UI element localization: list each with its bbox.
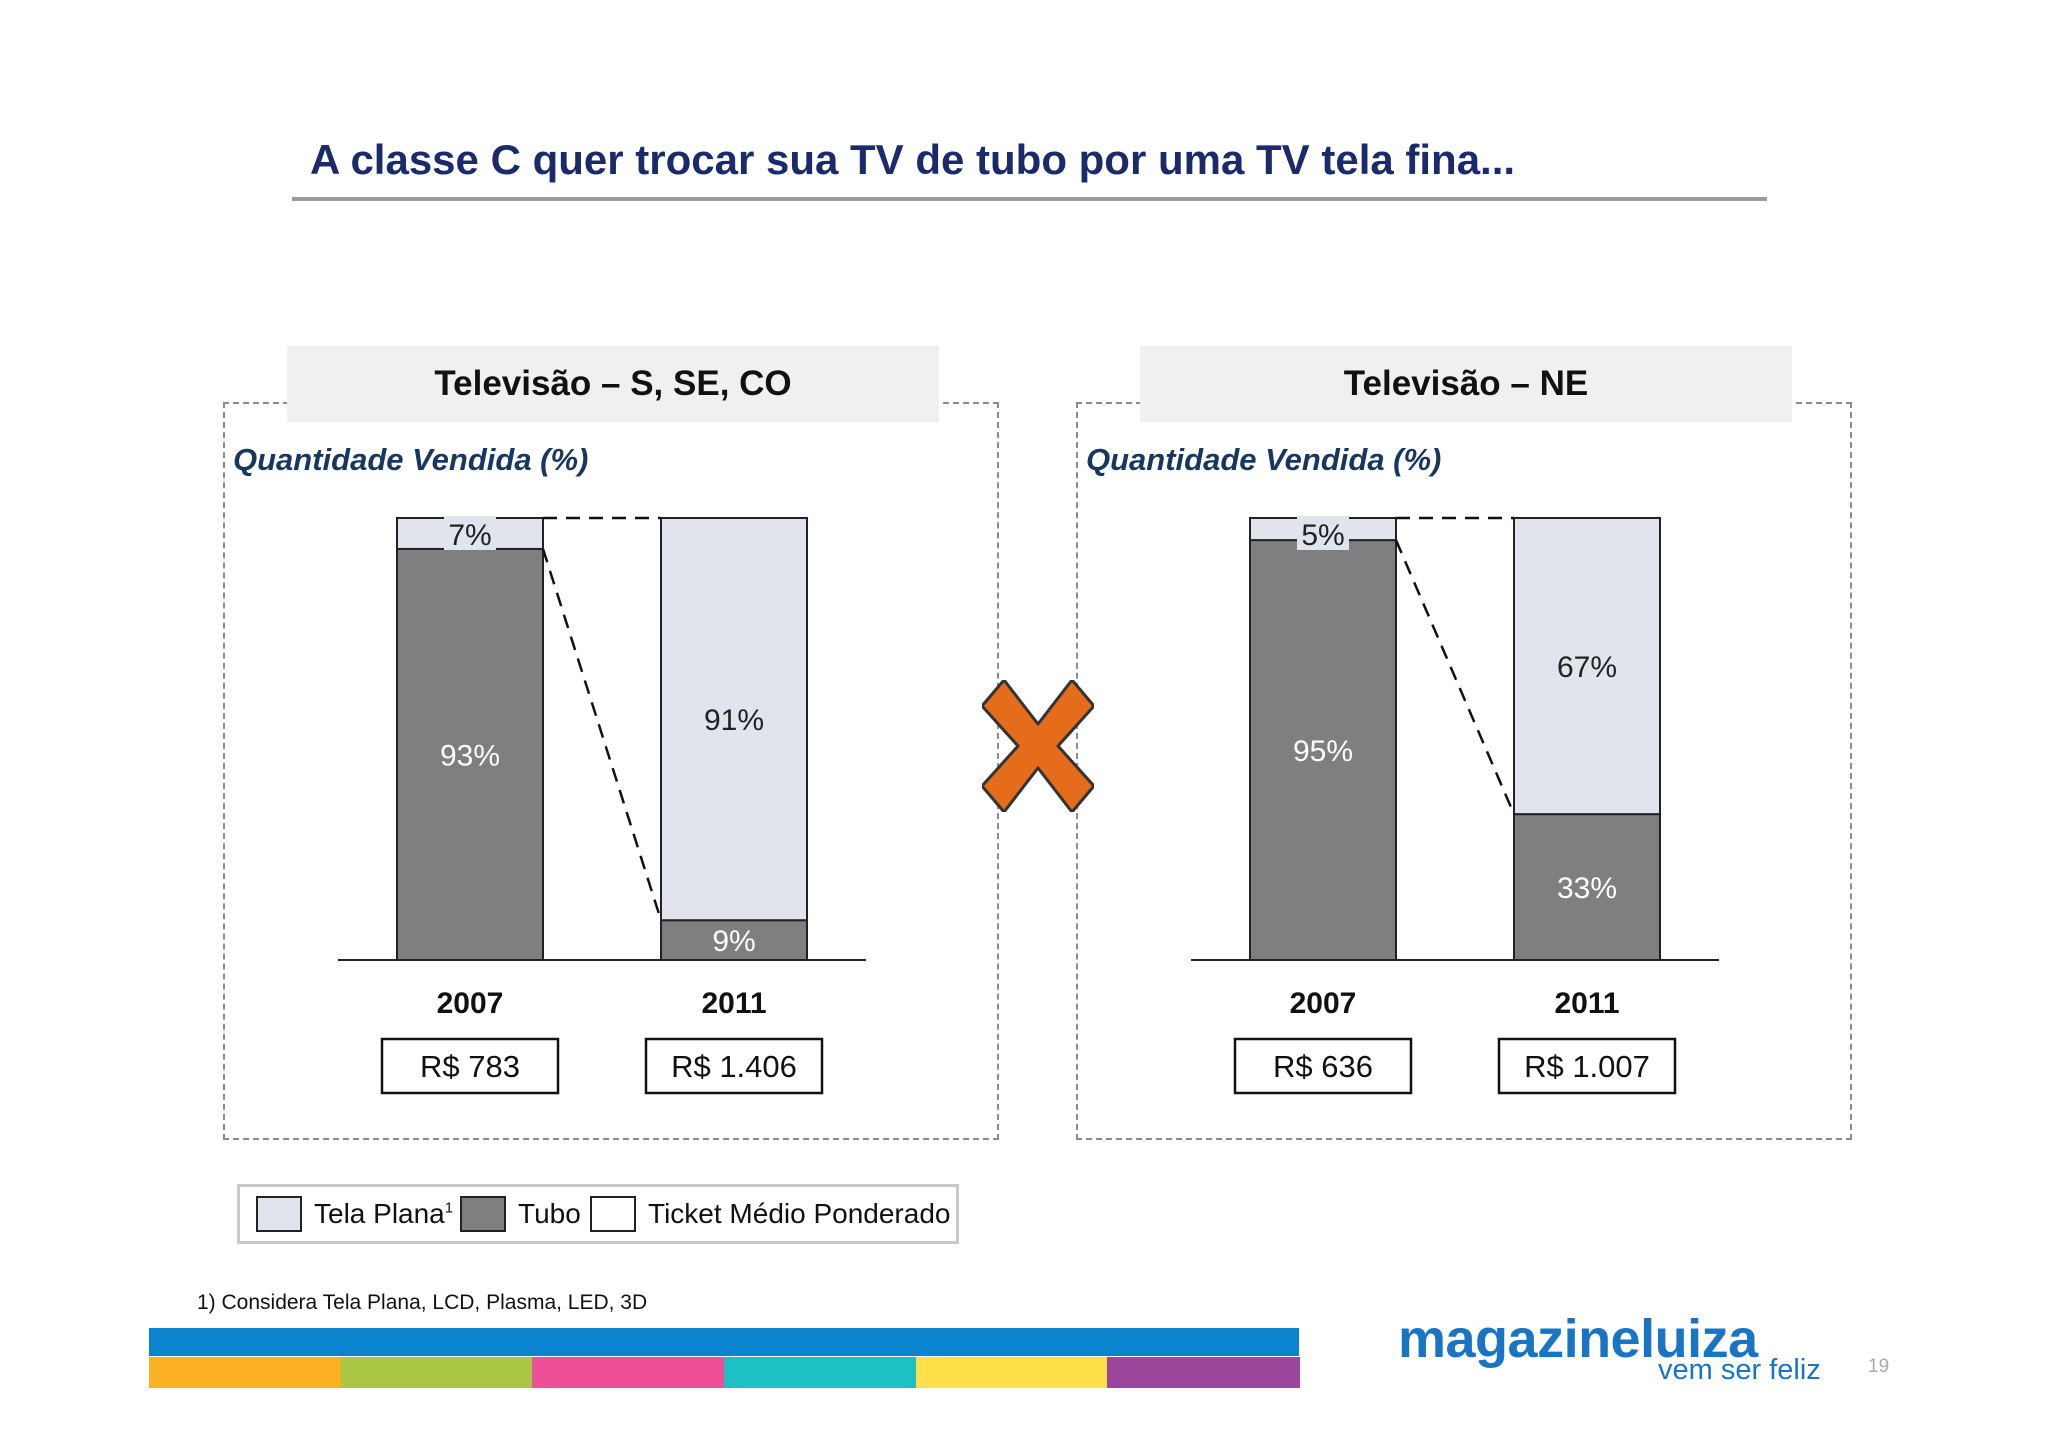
data-label-tubo-2007: 95% [1293, 735, 1353, 768]
ticket-value-2011: R$ 1.406 [671, 1049, 797, 1084]
x-tick-label-2007: 2007 [1290, 987, 1357, 1020]
connector-tubo [541, 548, 663, 921]
ticket-box-2011 [1497, 1037, 1677, 1095]
data-label-tela-plana-2011: 67% [1557, 651, 1617, 684]
footnote: 1) Considera Tela Plana, LCD, Plasma, LE… [197, 1291, 648, 1314]
legend-swatch-tela-plana [256, 1196, 302, 1232]
panel-title-left: Televisão – S, SE, CO [287, 346, 939, 422]
label-bg [444, 516, 496, 550]
brand-logo-text: magazineluiza [1398, 1309, 1758, 1369]
chart-right: 5% 95% 2007 R$ 636 67% 33% 2011 R$ 1.007 [1191, 516, 1719, 1095]
ticket-box-2007 [1233, 1037, 1413, 1095]
page-number: 19 [1868, 1356, 1890, 1377]
data-label-tela-plana-2007: 5% [1301, 519, 1344, 552]
brand-stripe-segment [1107, 1357, 1300, 1388]
bar-tubo-2011 [660, 919, 808, 961]
ticket-value-2007: R$ 783 [420, 1049, 520, 1084]
brand-tagline: vem ser feliz [1658, 1354, 1821, 1386]
brand-stripe-segment [915, 1357, 1109, 1388]
legend-label-tubo: Tubo [518, 1198, 581, 1229]
bar-tubo-2007 [1249, 539, 1397, 961]
slide-title: A classe C quer trocar sua TV de tubo po… [310, 136, 1516, 183]
ticket-box-2011 [644, 1037, 824, 1095]
brand-stripe-blue [149, 1328, 1299, 1356]
ticket-value-2011: R$ 1.007 [1524, 1049, 1650, 1084]
data-label-tubo-2011: 9% [712, 925, 755, 958]
panel-subtitle-left: Quantidade Vendida (%) [233, 442, 589, 477]
data-label-tela-plana-2011: 91% [704, 704, 764, 737]
panel-subtitle-right: Quantidade Vendida (%) [1086, 442, 1442, 477]
label-bg [1297, 516, 1349, 550]
ticket-value-2007: R$ 636 [1273, 1049, 1373, 1084]
legend-swatch-tubo [460, 1196, 506, 1232]
data-label-tubo-2011: 33% [1557, 872, 1617, 905]
data-label-tubo-2007: 93% [440, 739, 500, 772]
x-tick-label-2011: 2011 [1554, 987, 1619, 1020]
versus-x-icon [982, 680, 1094, 812]
legend: Tela Plana1 Tubo Ticket Médio Ponderado [237, 1184, 959, 1244]
bar-tubo-2007 [396, 547, 544, 961]
x-tick-label-2007: 2007 [437, 987, 504, 1020]
brand-stripe-segment [532, 1357, 725, 1388]
panel-title-right: Televisão – NE [1140, 346, 1792, 422]
legend-swatch-ticket [590, 1196, 636, 1232]
ticket-box-2007 [380, 1037, 560, 1095]
bar-tubo-2011 [1513, 813, 1661, 962]
connector-tubo [1394, 539, 1516, 815]
brand-stripe-segment [340, 1357, 534, 1388]
legend-label-ticket: Ticket Médio Ponderado [648, 1198, 951, 1229]
brand-stripe-segment [724, 1357, 917, 1388]
data-label-tela-plana-2007: 7% [448, 519, 491, 552]
chart-left: 7% 93% 2007 R$ 783 91% 9% 2011 R$ 1.406 [338, 516, 866, 1095]
title-rule [292, 197, 1767, 201]
x-tick-label-2011: 2011 [701, 987, 766, 1020]
brand-stripe-segment [149, 1357, 342, 1388]
bar-tela-plana-2011 [1513, 517, 1661, 816]
bar-tela-plana-2011 [660, 517, 808, 922]
legend-label-tela-plana: Tela Plana1 [314, 1198, 454, 1229]
